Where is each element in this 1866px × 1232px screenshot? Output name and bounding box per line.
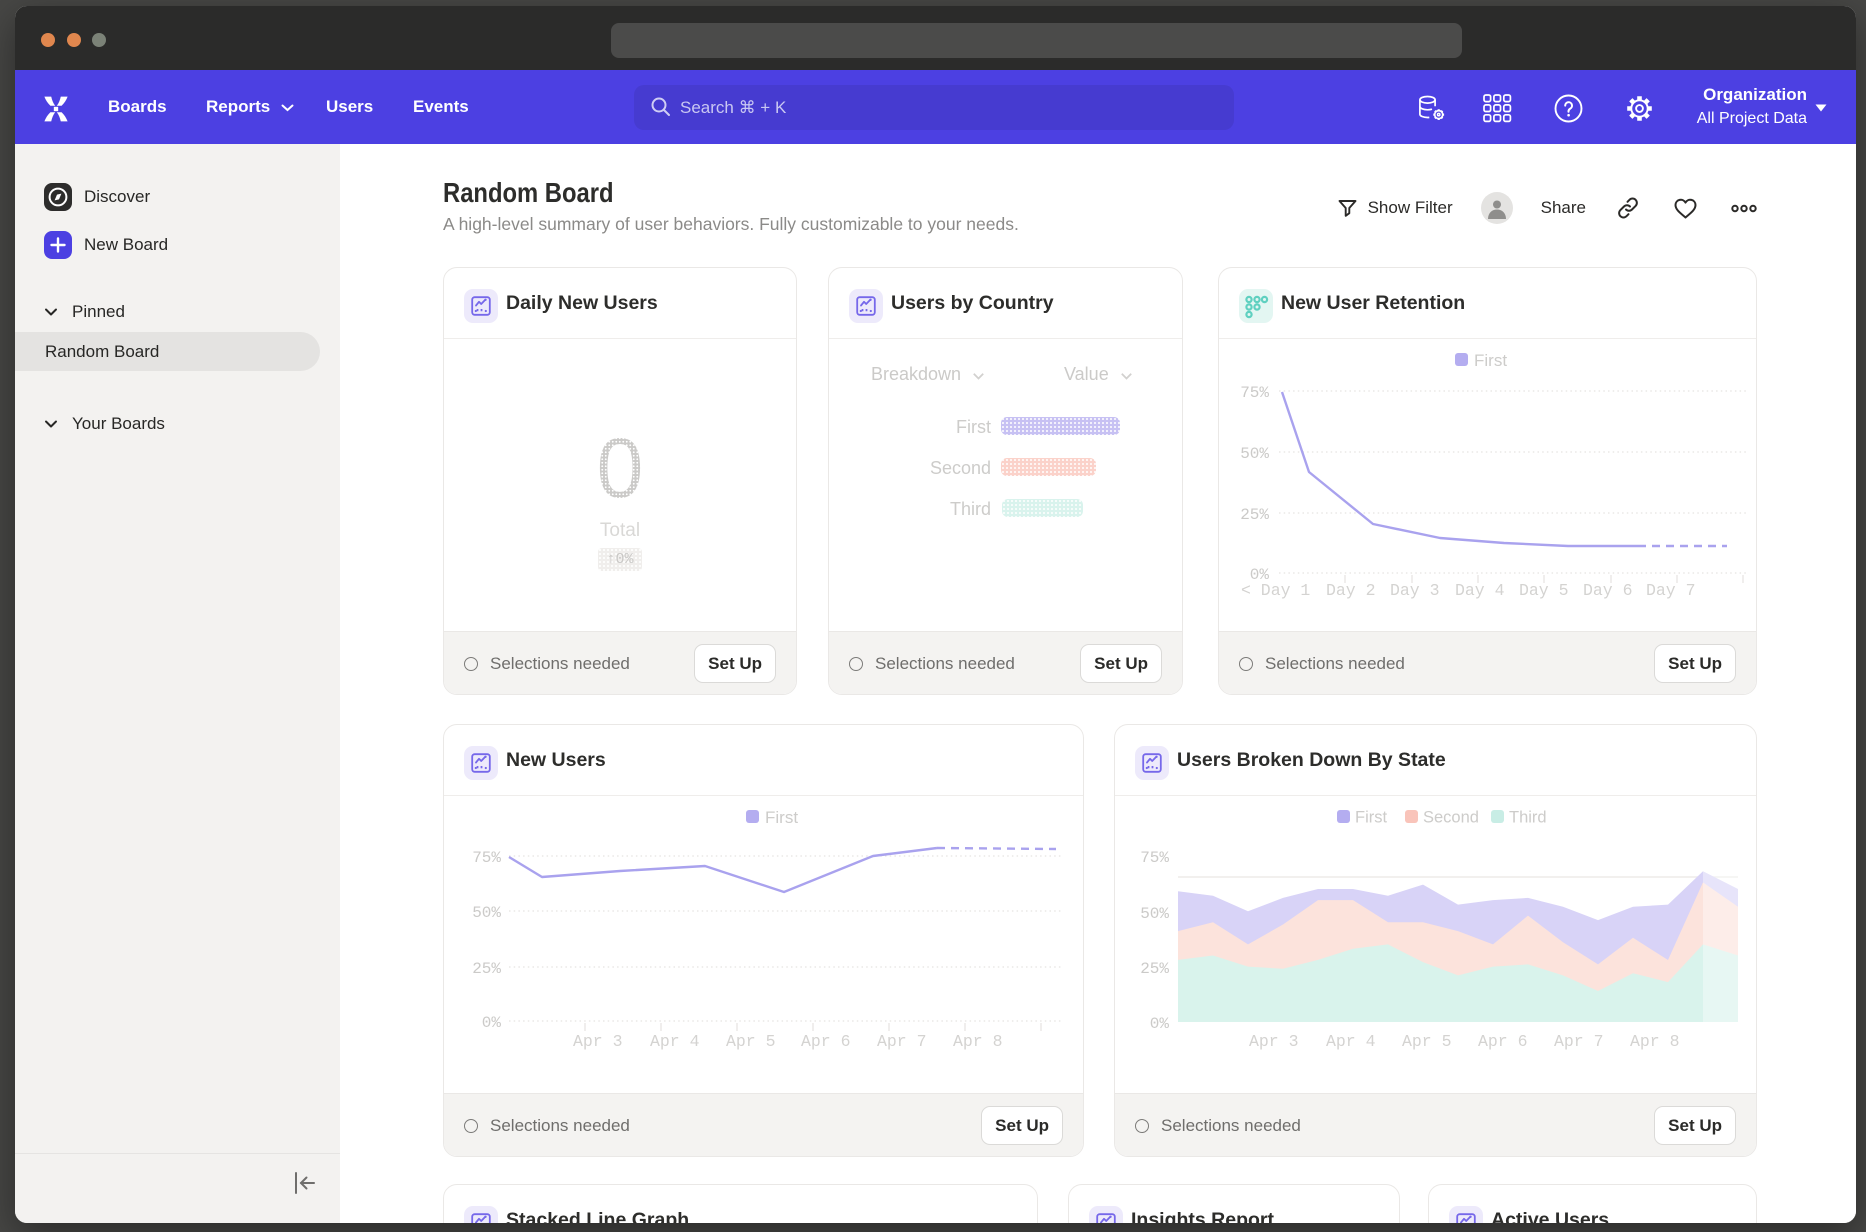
svg-text:0%: 0%	[482, 1014, 502, 1032]
svg-text:25%: 25%	[1140, 960, 1169, 978]
svg-text:Apr 7: Apr 7	[877, 1032, 927, 1051]
svg-text:25%: 25%	[1240, 506, 1269, 524]
svg-text:Apr 6: Apr 6	[1478, 1032, 1528, 1051]
svg-text:Second: Second	[1423, 809, 1479, 827]
svg-text:Third: Third	[1509, 809, 1547, 827]
svg-text:Day 3: Day 3	[1390, 581, 1440, 600]
svg-text:First: First	[1474, 351, 1507, 370]
svg-text:Apr 3: Apr 3	[1249, 1032, 1299, 1051]
svg-text:Day 5: Day 5	[1519, 581, 1569, 600]
svg-text:Apr 3: Apr 3	[573, 1032, 623, 1051]
svg-text:Day 2: Day 2	[1326, 581, 1376, 600]
svg-text:First: First	[765, 808, 798, 827]
svg-text:Apr 8: Apr 8	[1630, 1032, 1680, 1051]
svg-text:75%: 75%	[1140, 849, 1169, 867]
svg-text:25%: 25%	[472, 960, 501, 978]
svg-text:75%: 75%	[1240, 384, 1269, 402]
svg-text:75%: 75%	[472, 849, 501, 867]
svg-text:Apr 6: Apr 6	[801, 1032, 851, 1051]
svg-text:< Day 1: < Day 1	[1241, 581, 1310, 600]
svg-text:Apr 5: Apr 5	[726, 1032, 776, 1051]
svg-text:Day 4: Day 4	[1455, 581, 1505, 600]
svg-text:50%: 50%	[472, 904, 501, 922]
svg-text:Apr 4: Apr 4	[1326, 1032, 1376, 1051]
svg-text:Apr 5: Apr 5	[1402, 1032, 1452, 1051]
svg-text:Day 6: Day 6	[1583, 581, 1633, 600]
svg-text:Apr 8: Apr 8	[953, 1032, 1003, 1051]
svg-text:Day 7: Day 7	[1646, 581, 1696, 600]
svg-text:50%: 50%	[1140, 905, 1169, 923]
svg-text:Apr 7: Apr 7	[1554, 1032, 1604, 1051]
svg-text:0%: 0%	[1250, 566, 1270, 584]
svg-text:First: First	[1355, 809, 1387, 827]
svg-text:Apr 4: Apr 4	[650, 1032, 700, 1051]
svg-text:50%: 50%	[1240, 445, 1269, 463]
svg-text:0%: 0%	[1150, 1015, 1170, 1033]
